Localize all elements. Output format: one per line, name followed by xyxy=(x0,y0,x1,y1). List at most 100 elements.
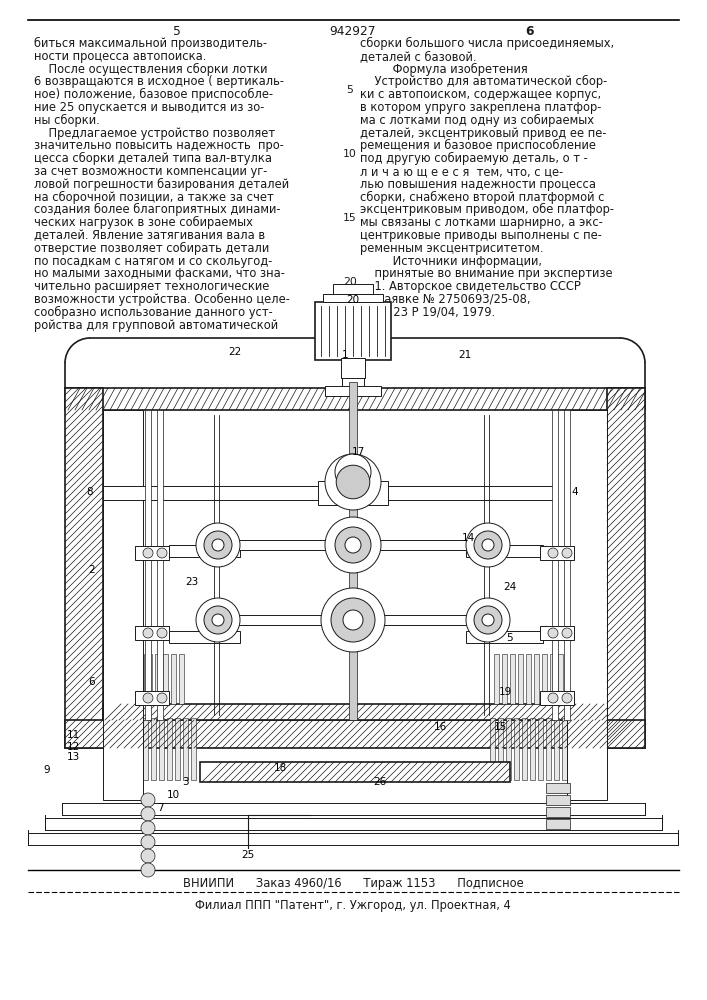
Text: ловой погрешности базирования деталей: ловой погрешности базирования деталей xyxy=(34,178,289,191)
Circle shape xyxy=(466,523,510,567)
Text: деталей. Явление затягивания вала в: деталей. Явление затягивания вала в xyxy=(34,229,265,242)
Bar xyxy=(546,783,570,793)
Text: ческих нагрузок в зоне собираемых: ческих нагрузок в зоне собираемых xyxy=(34,216,253,229)
Circle shape xyxy=(157,628,167,638)
Bar xyxy=(514,718,519,780)
Text: возможности устройства. Особенно целе-: возможности устройства. Особенно целе- xyxy=(34,293,290,306)
Bar xyxy=(131,654,136,704)
Text: сообразно использование данного уст-: сообразно использование данного уст- xyxy=(34,306,273,319)
Bar xyxy=(45,818,662,830)
Circle shape xyxy=(141,793,155,807)
Circle shape xyxy=(212,614,224,626)
Text: ма с лотками под одну из собираемых: ма с лотками под одну из собираемых xyxy=(360,114,594,127)
Bar xyxy=(163,654,168,704)
Bar xyxy=(554,718,559,780)
Bar xyxy=(218,540,353,550)
Circle shape xyxy=(548,548,558,558)
Bar xyxy=(526,654,531,704)
Circle shape xyxy=(482,614,494,626)
Bar xyxy=(169,631,240,643)
Bar xyxy=(349,382,357,720)
Bar xyxy=(318,481,388,505)
Text: 942927: 942927 xyxy=(329,25,376,38)
Text: 3: 3 xyxy=(182,777,188,787)
Bar xyxy=(167,718,172,780)
Bar xyxy=(341,358,365,378)
Circle shape xyxy=(141,807,155,821)
Circle shape xyxy=(321,588,385,652)
Text: Филиал ППП "Патент", г. Ужгород, ул. Проектная, 4: Филиал ППП "Патент", г. Ужгород, ул. Про… xyxy=(195,899,511,912)
Text: 5: 5 xyxy=(173,25,181,38)
Bar xyxy=(145,410,151,720)
Text: под другую собираемую деталь, о т -: под другую собираемую деталь, о т - xyxy=(360,152,588,165)
Bar xyxy=(342,360,364,388)
Circle shape xyxy=(345,537,361,553)
Text: Устройство для автоматической сбор-: Устройство для автоматической сбор- xyxy=(360,75,607,88)
Circle shape xyxy=(331,598,375,642)
Circle shape xyxy=(141,863,155,877)
Bar xyxy=(567,410,607,800)
Text: ности процесса автопоиска.: ности процесса автопоиска. xyxy=(34,50,206,63)
Bar xyxy=(564,410,570,720)
Text: 22: 22 xyxy=(228,347,242,357)
Bar xyxy=(103,410,143,800)
Circle shape xyxy=(204,606,232,634)
Text: ВНИИПИ      Заказ 4960/16      Тираж 1153      Подписное: ВНИИПИ Заказ 4960/16 Тираж 1153 Подписно… xyxy=(182,877,523,890)
Circle shape xyxy=(141,835,155,849)
Circle shape xyxy=(562,548,572,558)
Bar xyxy=(127,718,132,780)
Text: 10: 10 xyxy=(166,790,180,800)
Text: 11: 11 xyxy=(66,730,80,740)
Text: чительно расширяет технологические: чительно расширяет технологические xyxy=(34,280,269,293)
Text: сборки, снабжено второй платформой с: сборки, снабжено второй платформой с xyxy=(360,191,604,204)
Text: 6: 6 xyxy=(88,677,95,687)
Text: 15: 15 xyxy=(343,213,357,223)
Bar xyxy=(103,718,108,780)
Bar xyxy=(147,654,152,704)
Bar xyxy=(333,284,373,294)
Bar xyxy=(510,654,515,704)
Bar xyxy=(353,615,488,625)
Circle shape xyxy=(157,548,167,558)
Bar xyxy=(115,654,120,704)
Text: Формула изобретения: Формула изобретения xyxy=(360,63,527,76)
Bar xyxy=(325,386,381,396)
Text: Источники информации,: Источники информации, xyxy=(360,255,542,268)
Circle shape xyxy=(474,531,502,559)
Bar xyxy=(518,654,523,704)
Circle shape xyxy=(157,693,167,703)
Text: кл. В 23 Р 19/04, 1979.: кл. В 23 Р 19/04, 1979. xyxy=(360,306,495,319)
Text: лью повышения надежности процесса: лью повышения надежности процесса xyxy=(360,178,596,191)
Bar xyxy=(494,654,499,704)
Bar xyxy=(65,388,645,410)
Text: 18: 18 xyxy=(274,763,286,773)
Bar xyxy=(159,718,164,780)
Text: После осуществления сборки лотки: После осуществления сборки лотки xyxy=(34,63,267,76)
Text: мы связаны с лотками шарнирно, а экс-: мы связаны с лотками шарнирно, а экс- xyxy=(360,216,603,229)
Bar xyxy=(466,545,543,557)
Text: 6 возвращаются в исходное ( вертикаль-: 6 возвращаются в исходное ( вертикаль- xyxy=(34,75,284,88)
Circle shape xyxy=(143,628,153,638)
Bar xyxy=(498,718,503,780)
Text: 26: 26 xyxy=(373,777,387,787)
Text: биться максимальной производитель-: биться максимальной производитель- xyxy=(34,37,267,50)
Bar xyxy=(540,546,574,560)
Text: 15: 15 xyxy=(493,722,507,732)
Text: ременным эксцентриситетом.: ременным эксцентриситетом. xyxy=(360,242,544,255)
Bar xyxy=(135,691,169,705)
Bar xyxy=(123,654,128,704)
Bar xyxy=(542,654,547,704)
Bar xyxy=(218,615,353,625)
Circle shape xyxy=(325,454,381,510)
Text: 13: 13 xyxy=(66,752,80,762)
Circle shape xyxy=(141,821,155,835)
Text: центриковые приводы выполнены с пе-: центриковые приводы выполнены с пе- xyxy=(360,229,602,242)
Text: 20: 20 xyxy=(346,295,360,305)
Circle shape xyxy=(196,523,240,567)
Bar xyxy=(546,807,570,817)
Bar xyxy=(384,486,554,500)
Text: 19: 19 xyxy=(498,687,512,697)
Bar xyxy=(538,718,543,780)
Text: 17: 17 xyxy=(351,447,365,457)
Text: 24: 24 xyxy=(503,582,517,592)
